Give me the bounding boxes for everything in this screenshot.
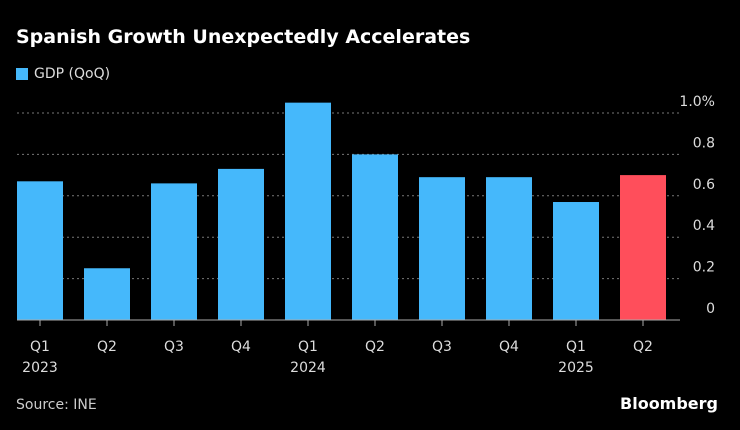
legend: GDP (QoQ) [16, 66, 110, 82]
bar [553, 202, 599, 320]
x-tick-label: Q1 [298, 339, 318, 355]
x-tick-label: Q2 [365, 339, 385, 355]
source-note: Source: INE [16, 397, 97, 413]
y-tick-label: 0.6 [693, 177, 715, 193]
x-tick-label: Q1 [566, 339, 586, 355]
bar [620, 175, 666, 320]
x-tick-year: 2024 [290, 360, 326, 376]
bar [218, 168, 264, 320]
y-tick-label: 0.4 [693, 218, 715, 234]
x-tick-label: Q3 [164, 339, 184, 355]
bar [151, 183, 197, 320]
x-tick-year: 2023 [22, 360, 58, 376]
bar [84, 268, 130, 320]
bar [17, 181, 63, 320]
x-tick-label: Q4 [231, 339, 251, 355]
x-tick-label: Q2 [633, 339, 653, 355]
x-tick-year: 2025 [558, 360, 594, 376]
x-tick-label: Q2 [97, 339, 117, 355]
bar [285, 102, 331, 321]
chart-title: Spanish Growth Unexpectedly Accelerates [16, 26, 471, 48]
bar [486, 177, 532, 320]
x-tick-label: Q1 [30, 339, 50, 355]
legend-label: GDP (QoQ) [34, 66, 111, 82]
y-tick-label: 0 [706, 301, 715, 317]
x-tick-label: Q4 [499, 339, 519, 355]
x-tick-label: Q3 [432, 339, 452, 355]
y-tick-label: 1.0% [679, 94, 715, 110]
bloomberg-logo: Bloomberg [620, 394, 718, 413]
bar [352, 154, 398, 320]
y-tick-label: 0.8 [693, 135, 715, 151]
legend-swatch [16, 68, 28, 80]
bar [419, 177, 465, 320]
y-tick-label: 0.2 [693, 260, 715, 276]
